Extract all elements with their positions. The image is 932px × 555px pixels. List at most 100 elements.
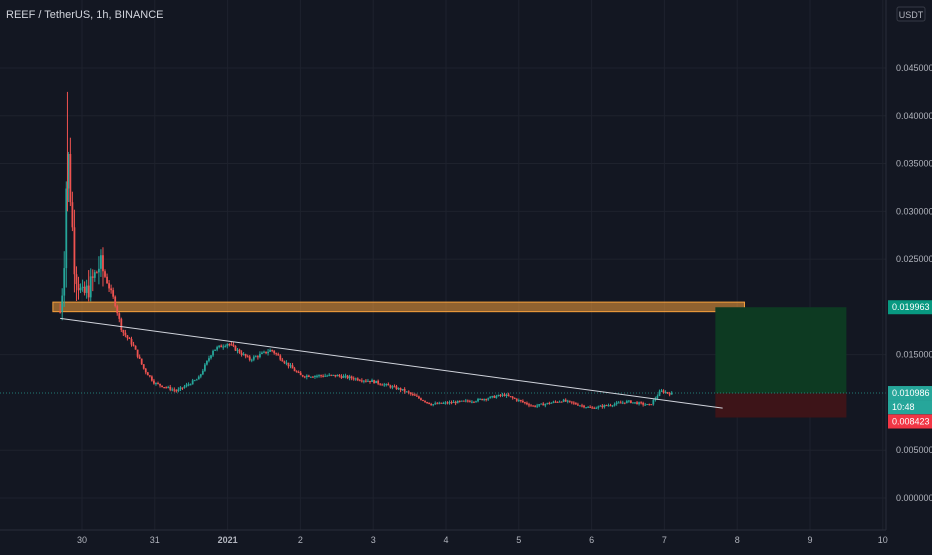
candle-down bbox=[648, 404, 651, 406]
candle-down bbox=[159, 383, 161, 386]
candle-up bbox=[252, 356, 255, 360]
candle-up bbox=[536, 405, 539, 407]
candle-up bbox=[250, 359, 253, 361]
candle-up bbox=[179, 387, 182, 390]
resistance-zone[interactable] bbox=[52, 301, 745, 313]
candle-up bbox=[254, 356, 257, 358]
candle-up bbox=[61, 295, 64, 312]
candle-up bbox=[491, 395, 494, 397]
price-axis[interactable]: 0.045000 0.040000 0.035000 0.030000 0.025000… bbox=[896, 63, 932, 503]
candle-down bbox=[116, 306, 119, 314]
candle-down bbox=[130, 338, 133, 345]
candle-down bbox=[583, 405, 585, 408]
candle-down bbox=[352, 378, 355, 380]
candle-down bbox=[330, 374, 333, 376]
candle-up bbox=[285, 362, 288, 364]
candle-down bbox=[534, 405, 537, 407]
candle-up bbox=[81, 286, 84, 289]
candle-up bbox=[65, 188, 68, 269]
candle-up bbox=[305, 375, 308, 378]
candle-up bbox=[342, 376, 345, 378]
candle-down bbox=[230, 344, 233, 346]
currency-button[interactable]: USDT bbox=[896, 6, 926, 22]
candle-down bbox=[73, 227, 76, 275]
candle-down bbox=[273, 350, 276, 354]
candle-down bbox=[513, 397, 516, 399]
candle-down bbox=[379, 383, 382, 385]
candle-up bbox=[670, 392, 673, 395]
candle-down bbox=[173, 389, 176, 391]
candle-down bbox=[424, 400, 426, 403]
candle-down bbox=[95, 272, 98, 274]
candle-up bbox=[344, 375, 347, 377]
candle-down bbox=[146, 372, 149, 376]
candle-down bbox=[399, 388, 402, 391]
candle-down bbox=[181, 387, 184, 389]
candle-up bbox=[195, 379, 198, 381]
candle-down bbox=[418, 396, 420, 399]
candle-down bbox=[650, 404, 653, 406]
candle-down bbox=[411, 394, 414, 396]
candle-down bbox=[153, 380, 155, 384]
candle-up bbox=[375, 380, 378, 384]
candle-up bbox=[236, 349, 239, 351]
candle-up bbox=[621, 402, 624, 404]
candle-up bbox=[85, 285, 88, 293]
price-tick-label: 0.040000 bbox=[896, 111, 932, 121]
candle-down bbox=[238, 349, 241, 353]
candle-down bbox=[524, 402, 526, 404]
candle-up bbox=[464, 400, 467, 402]
candle-down bbox=[462, 400, 465, 402]
candle-down bbox=[114, 296, 117, 307]
time-tick-label: 9 bbox=[807, 535, 812, 545]
candle-up bbox=[438, 402, 441, 404]
candle-down bbox=[132, 344, 135, 346]
drawing-layer[interactable] bbox=[0, 301, 886, 418]
candle-up bbox=[562, 399, 565, 402]
candle-down bbox=[256, 356, 259, 358]
candle-down bbox=[77, 283, 80, 291]
candle-down bbox=[403, 388, 406, 392]
candle-up bbox=[452, 401, 455, 403]
candle-up bbox=[550, 402, 553, 404]
candle-up bbox=[63, 268, 66, 296]
candle-down bbox=[144, 368, 147, 373]
candle-up bbox=[460, 400, 463, 402]
candle-down bbox=[593, 407, 596, 409]
candle-up bbox=[336, 375, 339, 377]
candle-up bbox=[617, 402, 620, 404]
candle-down bbox=[530, 405, 532, 407]
candle-up bbox=[625, 401, 628, 404]
candle-down bbox=[560, 401, 563, 403]
candle-up bbox=[316, 375, 318, 377]
price-tick-label: 0.045000 bbox=[896, 63, 932, 73]
candle-down bbox=[220, 345, 223, 348]
candle-down bbox=[393, 386, 396, 388]
time-axis[interactable]: 30 31 2021 2 3 4 5 6 7 8 9 10 bbox=[77, 535, 888, 545]
candle-down bbox=[542, 403, 545, 406]
candle-down bbox=[466, 400, 469, 402]
profit-target-zone[interactable] bbox=[715, 307, 847, 394]
descending-trendline[interactable] bbox=[60, 317, 723, 409]
candle-down bbox=[303, 376, 306, 378]
candle-down bbox=[142, 364, 145, 369]
candle-down bbox=[426, 402, 428, 404]
candle-up bbox=[546, 402, 549, 404]
candle-down bbox=[636, 402, 638, 405]
candle-down bbox=[75, 274, 78, 284]
candle-up bbox=[656, 395, 659, 399]
candle-up bbox=[652, 400, 655, 405]
candle-down bbox=[102, 255, 104, 272]
candle-up bbox=[224, 346, 227, 348]
stop-loss-zone[interactable] bbox=[715, 393, 847, 418]
candle-down bbox=[301, 375, 304, 377]
candle-down bbox=[277, 354, 280, 356]
candle-down bbox=[322, 375, 325, 377]
trendline-layer[interactable] bbox=[60, 317, 723, 409]
candle-down bbox=[106, 276, 108, 284]
candle-down bbox=[619, 402, 622, 404]
candle-down bbox=[440, 402, 443, 404]
price-tick-label: 0.005000 bbox=[896, 445, 932, 455]
